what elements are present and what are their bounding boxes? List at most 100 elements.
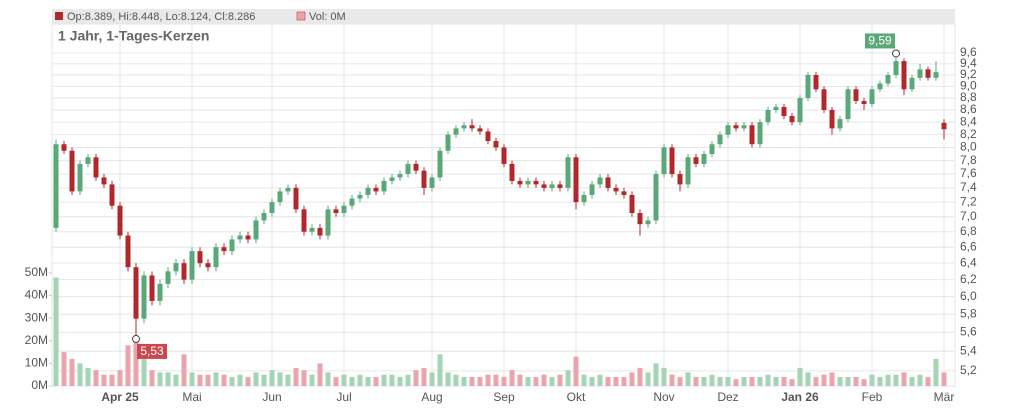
candle-body xyxy=(205,263,211,268)
volume-bar xyxy=(77,363,83,386)
volume-bar xyxy=(93,370,99,386)
candle-body xyxy=(613,187,619,192)
ohlc-text: Op:8.389, Hi:8.448, Lo:8.124, Cl:8.286 xyxy=(67,11,255,23)
max-label-box xyxy=(865,33,895,49)
candle-body xyxy=(157,283,163,301)
volume-bar xyxy=(253,372,259,386)
x-tick-label: Feb xyxy=(862,390,883,404)
candle-body xyxy=(109,184,115,206)
candle-body xyxy=(805,74,811,99)
candle-body xyxy=(709,144,715,154)
x-tick-label: Nov xyxy=(653,390,674,404)
candle-body xyxy=(877,83,883,90)
candle-body xyxy=(861,100,867,104)
candle-body xyxy=(885,74,891,84)
volume-bar xyxy=(109,374,115,386)
volume-bar xyxy=(861,379,867,386)
candle-body xyxy=(501,147,507,164)
candle-body xyxy=(221,247,227,252)
volume-bar xyxy=(533,376,539,386)
y-tick-label: 9,4 xyxy=(960,56,977,70)
candle-body xyxy=(381,180,387,192)
candle-body xyxy=(397,174,403,178)
candle-body xyxy=(493,141,499,148)
volume-bar xyxy=(765,374,771,386)
volume-bar xyxy=(685,372,691,386)
candle-body xyxy=(605,177,611,188)
candle-body xyxy=(901,61,907,90)
volume-bar xyxy=(909,376,915,386)
candle-body xyxy=(549,184,555,188)
candle-body xyxy=(389,177,395,181)
candle-body xyxy=(661,147,667,175)
candle-body xyxy=(269,202,275,214)
volume-bar xyxy=(365,376,371,386)
volume-bar xyxy=(101,374,107,386)
volume-bar xyxy=(885,374,891,386)
volume-bar xyxy=(741,376,747,386)
volume-bar xyxy=(381,374,387,386)
candle-body xyxy=(573,157,579,203)
candle-body xyxy=(229,239,235,252)
candle-body xyxy=(357,194,363,199)
candle-body xyxy=(669,147,675,175)
header-bar xyxy=(52,9,955,24)
candle-body xyxy=(517,180,523,185)
y-tick-label: 7,2 xyxy=(960,194,977,208)
x-tick-label: Mär xyxy=(934,390,955,404)
volume-bars xyxy=(53,277,947,386)
candle-body xyxy=(829,109,835,129)
candle-body xyxy=(773,106,779,110)
y-tick-label: 8,6 xyxy=(960,102,977,116)
volume-bar xyxy=(581,374,587,386)
volume-bar xyxy=(485,374,491,386)
chart-title: 1 Jahr, 1-Tages-Kerzen xyxy=(58,28,209,44)
volume-bar xyxy=(173,374,179,386)
volume-bar xyxy=(205,374,211,386)
volume-bar xyxy=(293,367,299,386)
volume-bar xyxy=(461,376,467,386)
y-tick-label: 9,0 xyxy=(960,79,977,93)
candle-body xyxy=(541,184,547,188)
candle-body xyxy=(333,209,339,214)
candle-body xyxy=(181,263,187,280)
candle-body xyxy=(725,125,731,135)
y2-tick-label: 0M xyxy=(31,378,48,392)
candle-body xyxy=(93,157,99,178)
candle-body xyxy=(797,98,803,123)
volume-bar xyxy=(165,372,171,386)
volume-bar xyxy=(349,376,355,386)
volume-bar xyxy=(557,374,563,386)
volume-bar xyxy=(413,370,419,386)
candle-body xyxy=(581,194,587,203)
candle-body xyxy=(637,213,643,225)
volume-bar xyxy=(405,374,411,386)
volume-bar xyxy=(517,374,523,386)
volume-bar xyxy=(125,345,131,386)
volume-bar xyxy=(421,367,427,386)
volume-bar xyxy=(813,376,819,386)
volume-bar xyxy=(285,374,291,386)
volume-bar xyxy=(245,376,251,386)
candle-body xyxy=(309,227,315,232)
volume-bar xyxy=(669,374,675,386)
volume-bar xyxy=(701,376,707,386)
volume-bar xyxy=(925,376,931,386)
y-tick-label: 8,4 xyxy=(960,114,977,128)
volume-bar xyxy=(845,376,851,386)
candle-body xyxy=(197,251,203,264)
volume-bar xyxy=(341,374,347,386)
labels: 5,2 5,4 5,6 5,8 6,0 6,2 6,4 6,66,87,07,27,47,67… xyxy=(25,33,977,404)
candle-body xyxy=(893,61,899,75)
volume-bar xyxy=(549,376,555,386)
volume-bar xyxy=(189,372,195,386)
candle-body xyxy=(653,174,659,221)
volume-bar xyxy=(237,374,243,386)
y2-tick-label: 10M xyxy=(25,356,48,370)
candle-body xyxy=(693,157,699,164)
volume-bar xyxy=(525,376,531,386)
volume-swatch xyxy=(296,11,306,21)
volume-bar xyxy=(597,374,603,386)
volume-bar xyxy=(453,374,459,386)
